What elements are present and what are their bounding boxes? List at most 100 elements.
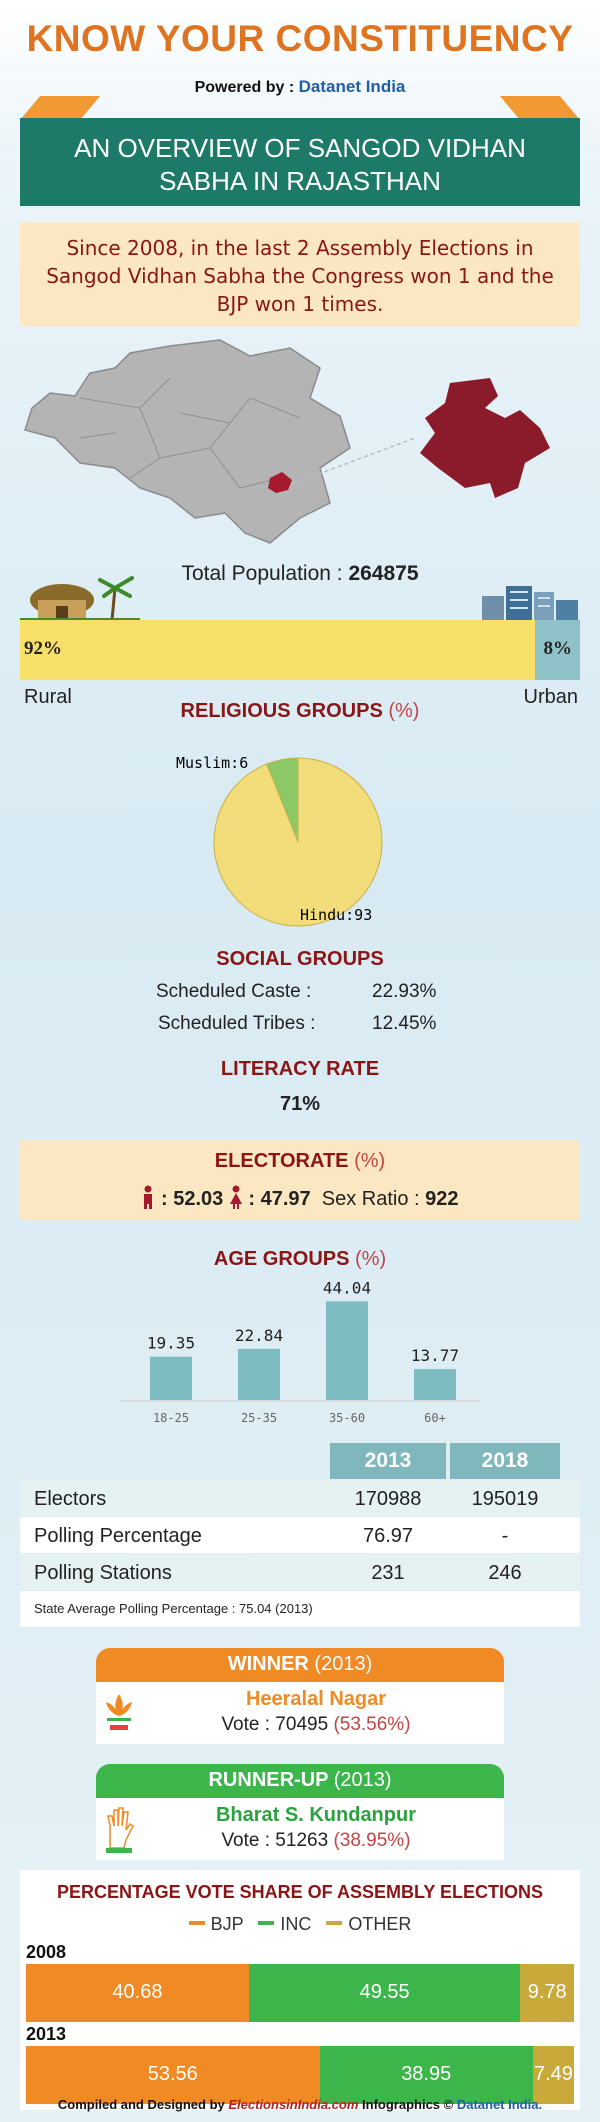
legend-swatch-other xyxy=(326,1921,343,1925)
winner-card: Heeralal Nagar Vote : 70495 (53.56%) xyxy=(96,1682,504,1744)
religious-unit: (%) xyxy=(388,700,420,722)
sc-label: Scheduled Caste : xyxy=(156,981,312,1002)
rural-label: Rural xyxy=(24,686,72,708)
election-summary: Since 2008, in the last 2 Assembly Elect… xyxy=(20,222,580,326)
row-label: Polling Stations xyxy=(34,1562,172,1584)
population-value: 264875 xyxy=(348,562,419,585)
inc-hand-icon xyxy=(106,1807,134,1853)
pie-label-muslim: Muslim:6 xyxy=(176,754,248,772)
vote-share-year-2008: 2008 xyxy=(26,1942,67,1962)
vote-share-bar-inc-2008: 49.55 xyxy=(248,1964,521,2022)
sc-value: 22.93% xyxy=(372,981,437,1002)
vote-share-year-2013: 2013 xyxy=(26,2024,67,2044)
footer-middle: Infographics © xyxy=(358,2097,457,2112)
winner-vote-text: Vote : 70495 xyxy=(221,1714,334,1735)
male-icon xyxy=(144,1185,153,1209)
age-category-label: 18-25 xyxy=(153,1411,189,1425)
religious-heading: RELIGIOUS GROUPS (%) xyxy=(0,700,600,723)
age-unit: (%) xyxy=(355,1248,387,1270)
urban-bar xyxy=(535,620,580,680)
page-title: KNOW YOUR CONSTITUENCY xyxy=(26,18,574,59)
age-heading: AGE GROUPS (%) xyxy=(0,1248,600,1271)
polling-table: 2013 2018 Electors 170988 195019 Polling… xyxy=(20,1443,580,1631)
bjp-lotus-icon xyxy=(106,1694,132,1730)
hut-icon xyxy=(20,576,140,622)
age-category-label: 60+ xyxy=(424,1411,446,1425)
age-heading-text: AGE GROUPS xyxy=(213,1248,350,1270)
year-header-2013: 2013 xyxy=(330,1443,446,1479)
vote-share-chart: 2008 40.68 49.55 9.78 2013 53.56 38.95 7.49 xyxy=(26,1942,574,2104)
powered-brand: Datanet India xyxy=(298,77,406,96)
age-category-label: 25-35 xyxy=(241,1411,277,1425)
powered-by: Powered by : Datanet India xyxy=(0,77,600,97)
population-bar: 92% 8% xyxy=(20,620,580,680)
runner-vote-pct: (38.95%) xyxy=(333,1830,411,1851)
rural-bar xyxy=(20,620,536,680)
winner-title: WINNER xyxy=(227,1653,309,1675)
footer-site: ElectionsinIndia.com xyxy=(228,2097,359,2112)
runner-header: RUNNER-UP (2013) xyxy=(96,1764,504,1798)
winner-vote: Vote : 70495 (53.56%) xyxy=(136,1714,496,1736)
ribbon-tab-right xyxy=(499,96,580,120)
vote-share-bar-other-2008: 9.78 xyxy=(520,1964,574,2022)
electorate-heading: ELECTORATE (%) xyxy=(0,1150,600,1173)
urban-label: Urban xyxy=(523,686,578,708)
runner-card: Bharat S. Kundanpur Vote : 51263 (38.95%… xyxy=(96,1798,504,1860)
literacy-value: 71% xyxy=(279,1093,321,1115)
year-header-2018: 2018 xyxy=(450,1443,560,1479)
sex-ratio-label: Sex Ratio : xyxy=(321,1188,426,1210)
pie-slices xyxy=(213,757,383,927)
cell-2018: - xyxy=(501,1525,509,1547)
male-percent: : 52.03 xyxy=(161,1188,224,1210)
state-outline xyxy=(24,339,351,544)
runner-vote-text: Vote : 51263 xyxy=(221,1830,334,1851)
age-category-label: 35-60 xyxy=(329,1411,365,1425)
footer-brand: Datanet India. xyxy=(456,2097,543,2112)
age-value-label: 44.04 xyxy=(323,1280,371,1297)
vote-share-legend: BJP INC OTHER xyxy=(0,1914,600,1935)
age-bar-35-60 xyxy=(326,1301,368,1400)
winner-name: Heeralal Nagar xyxy=(245,1688,387,1710)
state-average-note: State Average Polling Percentage : 75.04… xyxy=(20,1591,580,1627)
legend-inc: INC xyxy=(280,1914,312,1934)
female-icon xyxy=(229,1185,242,1209)
runner-vote: Vote : 51263 (38.95%) xyxy=(136,1830,496,1852)
religious-heading-text: RELIGIOUS GROUPS xyxy=(180,700,383,722)
cell-2013: 76.97 xyxy=(362,1525,414,1547)
urban-percent: 8% xyxy=(543,638,573,659)
vote-share-bar-inc-2013: 38.95 xyxy=(319,2046,533,2104)
age-value-label: 13.77 xyxy=(411,1346,459,1365)
constituency-zoom xyxy=(420,378,550,498)
legend-bjp: BJP xyxy=(210,1914,244,1934)
winner-year: (2013) xyxy=(314,1653,373,1675)
table-row: Polling Stations 231 246 xyxy=(20,1554,580,1590)
pie-slice-muslim xyxy=(266,757,299,843)
population-label: Total Population : xyxy=(181,562,349,585)
runner-name: Bharat S. Kundanpur xyxy=(215,1804,416,1826)
electorate-figures: : 52.03 : 47.97 Sex Ratio : 922 xyxy=(0,1185,600,1211)
constituency-highlight xyxy=(268,472,292,493)
cell-2013: 231 xyxy=(371,1562,405,1584)
footer-prefix: Compiled and Designed by xyxy=(57,2097,229,2112)
literacy-heading: LITERACY RATE xyxy=(220,1058,380,1080)
age-value-label: 19.35 xyxy=(147,1334,195,1353)
winner-header: WINNER (2013) xyxy=(96,1648,504,1682)
social-heading: SOCIAL GROUPS xyxy=(216,948,384,970)
rajasthan-map xyxy=(24,339,550,544)
age-value-label: 22.84 xyxy=(235,1326,283,1345)
table-row: Polling Percentage 76.97 - xyxy=(20,1517,580,1553)
table-row: Electors 170988 195019 xyxy=(20,1480,580,1516)
ribbon-line-1: AN OVERVIEW OF SANGOD VIDHAN xyxy=(74,133,526,163)
vote-share-bar-other-2013: 7.49 xyxy=(532,2046,574,2104)
winner-vote-pct: (53.56%) xyxy=(333,1714,411,1735)
runner-year: (2013) xyxy=(333,1769,392,1791)
legend-swatch-inc xyxy=(258,1921,275,1925)
age-bar-18-25 xyxy=(150,1356,192,1400)
st-value: 12.45% xyxy=(372,1013,437,1034)
vote-share-heading: PERCENTAGE VOTE SHARE OF ASSEMBLY ELECTI… xyxy=(56,1882,544,1902)
legend-other: OTHER xyxy=(348,1914,412,1934)
pie-label-hindu: Hindu:93 xyxy=(300,906,372,924)
footer-credit: Compiled and Designed by ElectionsinIndi… xyxy=(0,2097,600,2112)
age-bar-chart: 19.35 18-25 22.84 25-35 44.04 35-60 13.77 60+ xyxy=(120,1280,480,1425)
runner-title: RUNNER-UP xyxy=(208,1769,329,1791)
